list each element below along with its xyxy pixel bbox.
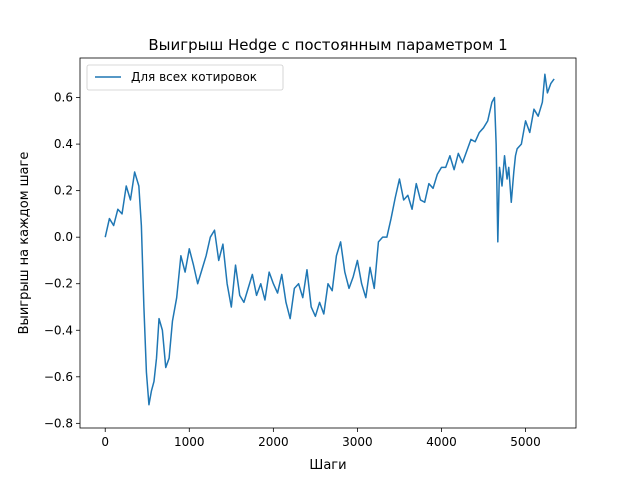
x-tick-label: 5000 xyxy=(510,435,541,449)
x-tick-label: 3000 xyxy=(342,435,373,449)
x-tick-label: 4000 xyxy=(426,435,457,449)
y-tick-label: −0.2 xyxy=(44,277,73,291)
y-tick-label: −0.6 xyxy=(44,370,73,384)
y-axis-label: Выигрыш на каждом шаге xyxy=(17,152,32,335)
x-tick-label: 1000 xyxy=(174,435,205,449)
legend: Для всех котировок xyxy=(86,64,284,91)
y-tick-label: 0.6 xyxy=(54,91,73,105)
legend-box xyxy=(86,64,284,91)
legend-label: Для всех котировок xyxy=(131,70,257,84)
y-tick-label: 0.2 xyxy=(54,184,73,198)
y-tick-label: −0.8 xyxy=(44,416,73,430)
axis-ticks: 0 1000 2000 3000 4000 5000 −0.8 −0.6 −0.4 −0.2 0.0… xyxy=(44,91,541,449)
y-tick-label: 0.4 xyxy=(54,137,73,151)
series-line xyxy=(104,73,555,406)
y-tick-label: 0.0 xyxy=(54,230,73,244)
y-tick-label: −0.4 xyxy=(44,323,73,337)
plot-frame xyxy=(79,57,577,429)
x-tick-label: 0 xyxy=(101,435,109,449)
chart-title: Выигрыш Hedge с постоянным параметром 1 xyxy=(148,36,507,54)
x-tick-label: 2000 xyxy=(258,435,289,449)
x-axis-label: Шаги xyxy=(309,458,346,473)
